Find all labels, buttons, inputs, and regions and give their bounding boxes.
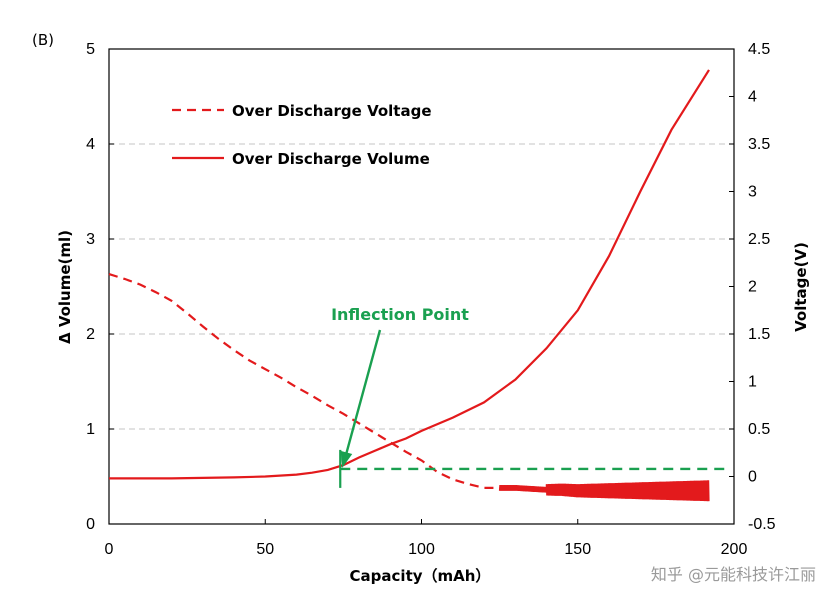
- volume-line: [109, 69, 710, 480]
- x-tick-label: 200: [721, 541, 748, 558]
- legend: Over Discharge Voltage Over Discharge Vol…: [172, 102, 432, 168]
- y-tick-label: 5: [86, 41, 95, 58]
- x-tick-label: 150: [564, 541, 591, 558]
- y2-tick-label: 3: [748, 184, 757, 201]
- x-tick-label: 50: [256, 541, 274, 558]
- y2-tick-label: 0.5: [748, 421, 770, 438]
- annotation-label: Inflection Point: [331, 305, 469, 324]
- y2-tick-label: 3.5: [748, 136, 770, 153]
- legend-label: Over Discharge Voltage: [232, 102, 432, 120]
- y-tick-label: 2: [86, 326, 95, 343]
- annotation-layer: Inflection Point: [331, 305, 730, 488]
- y2-tick-label: 4.5: [748, 41, 770, 58]
- y2-axis-ticks: -0.5 0 0.5 1 1.5 2 2.5 3 3.5 4 4.5: [729, 41, 776, 533]
- y2-tick-label: 1.5: [748, 326, 770, 343]
- y2-tick-label: 0: [748, 469, 757, 486]
- y-tick-label: 4: [86, 136, 95, 153]
- y-axis-ticks: 0 1 2 3 4 5: [86, 41, 114, 533]
- y2-tick-label: 4: [748, 89, 757, 106]
- y-tick-label: 0: [86, 516, 95, 533]
- x-axis-ticks: 0 50 100 150 200: [105, 519, 748, 558]
- panel-label: (B): [32, 31, 54, 49]
- legend-label: Over Discharge Volume: [232, 150, 430, 168]
- y2-tick-label: -0.5: [748, 516, 776, 533]
- x-tick-label: 0: [105, 541, 114, 558]
- y-tick-label: 3: [86, 231, 95, 248]
- y2-axis-title: Voltage(V): [792, 242, 810, 332]
- y-tick-label: 1: [86, 421, 95, 438]
- y2-tick-label: 1: [748, 374, 757, 391]
- watermark: 知乎 @元能科技许江丽: [651, 565, 816, 584]
- series-layer: [108, 69, 710, 502]
- x-axis-title: Capacity（mAh）: [350, 567, 491, 585]
- annotation-arrowhead: [340, 450, 353, 468]
- y-axis-title: Δ Volume(ml): [56, 230, 74, 344]
- y2-tick-label: 2: [748, 279, 757, 296]
- x-tick-label: 100: [408, 541, 435, 558]
- plot-area-frame: [108, 48, 735, 525]
- gridlines: [109, 143, 734, 430]
- voltage-noise: [498, 480, 710, 502]
- annotation-arrow-shaft: [345, 329, 382, 455]
- y2-tick-label: 2.5: [748, 231, 770, 248]
